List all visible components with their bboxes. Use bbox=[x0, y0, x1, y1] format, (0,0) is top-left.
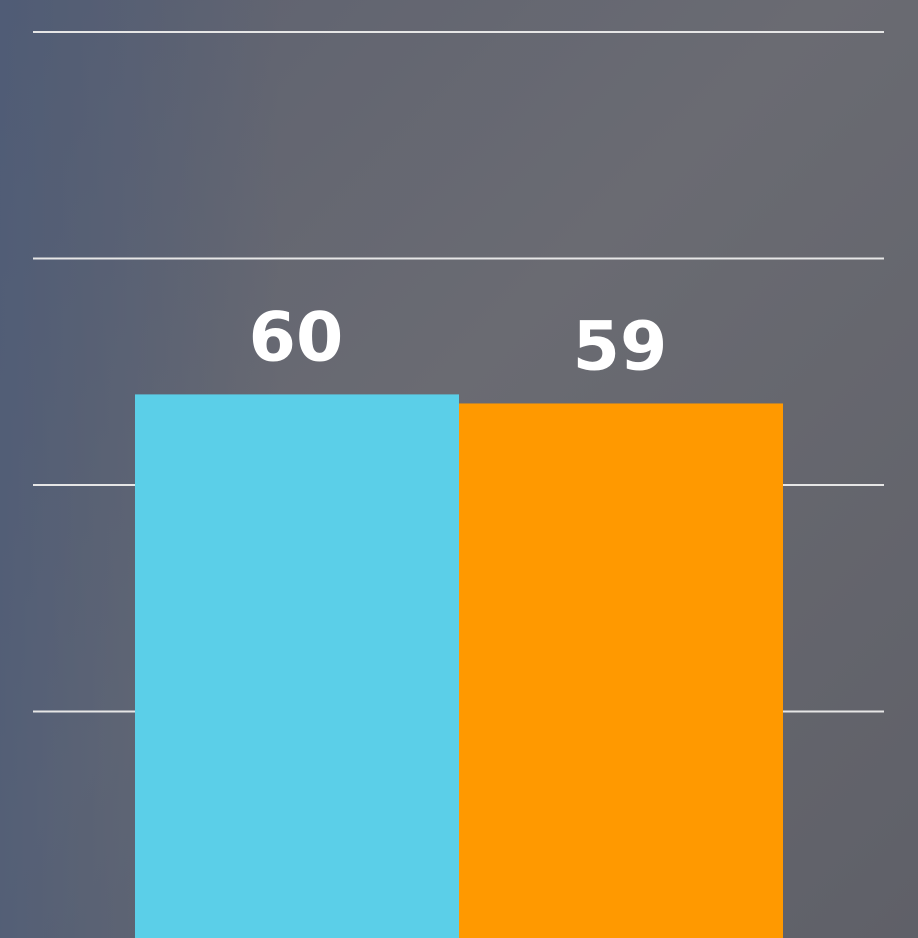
bar-value-label: 59 bbox=[573, 307, 668, 386]
bar-value-label: 60 bbox=[249, 298, 344, 377]
bar bbox=[459, 403, 783, 938]
bar bbox=[135, 394, 459, 938]
